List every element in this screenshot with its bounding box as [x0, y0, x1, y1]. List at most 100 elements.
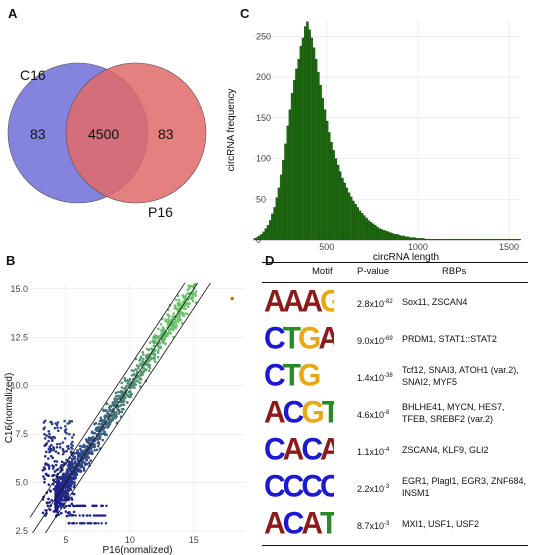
- histogram-bar: [321, 98, 324, 241]
- scatter-point: [44, 450, 48, 454]
- header-pvalue: P-value: [357, 266, 390, 277]
- histogram-bar: [391, 233, 394, 241]
- scatter-point: [120, 386, 124, 389]
- scatter-point: [75, 522, 78, 525]
- x-tick-label: 1000: [408, 242, 428, 252]
- scatter-point: [111, 403, 115, 407]
- sequence-logo: CTGAA: [264, 322, 334, 356]
- scatter-point: [139, 363, 143, 367]
- sequence-logo: CCCCACCC: [264, 470, 334, 504]
- y-tick-label: 250: [256, 31, 271, 41]
- scatter-point: [58, 442, 62, 446]
- scatter-point: [105, 504, 108, 508]
- histogram-bar: [332, 150, 335, 241]
- scatter-point: [114, 391, 118, 395]
- scatter-point: [103, 415, 107, 419]
- scatter-point: [158, 341, 162, 345]
- scatter-point: [47, 467, 51, 470]
- scatter-point: [117, 390, 120, 394]
- histogram-bar: [299, 45, 303, 241]
- scatter-point: [43, 455, 47, 458]
- histogram-bar: [393, 234, 397, 241]
- scatter-point: [128, 386, 132, 390]
- histogram-bar: [404, 236, 408, 241]
- scatter-point: [95, 429, 98, 432]
- scatter-point: [187, 284, 191, 288]
- scatter-point: [123, 379, 127, 383]
- scatter-point: [57, 496, 61, 500]
- histogram-bar: [426, 239, 429, 241]
- x-tick-label: 1500: [499, 242, 519, 252]
- scatter-point: [83, 522, 86, 525]
- scatter-point: [47, 464, 51, 468]
- motif-row: AAAGAAA 2.8x10-82 Sox11, ZSCAN4: [262, 284, 528, 322]
- histogram-bar: [509, 239, 513, 241]
- histogram-bar: [409, 237, 412, 241]
- histogram-bar: [312, 47, 316, 241]
- scatter-point: [76, 504, 79, 508]
- scatter-point: [175, 298, 178, 302]
- scatter-point: [103, 419, 107, 423]
- scatter-point: [159, 323, 163, 326]
- scatter-point: [78, 514, 81, 517]
- histogram-bar: [360, 212, 364, 241]
- scatter-point: [121, 390, 125, 394]
- scatter-point: [79, 504, 83, 508]
- histogram-bar: [459, 239, 462, 241]
- histogram-bar: [500, 239, 504, 241]
- histogram-bar: [444, 239, 447, 241]
- scatter-point: [116, 408, 119, 411]
- scatter-point: [101, 504, 105, 508]
- scatter-point: [123, 377, 127, 380]
- scatter-point: [81, 464, 84, 468]
- scatter-point: [186, 305, 190, 309]
- histogram-bar: [262, 231, 265, 241]
- scatter-point: [47, 474, 50, 478]
- scatter-point: [49, 490, 53, 493]
- motif-row: CCCCACCC 2.2x10-3 EGR1, Plagl1, EGR3, ZNF6…: [262, 469, 528, 507]
- histogram-bar: [435, 239, 438, 241]
- scatter-point: [88, 451, 92, 454]
- scatter-point: [68, 419, 72, 423]
- scatter-point: [137, 365, 140, 369]
- histogram-bar: [376, 226, 379, 241]
- scatter-point: [129, 393, 133, 396]
- scatter-point: [44, 472, 48, 476]
- scatter-point: [178, 304, 181, 308]
- histogram-bar: [264, 228, 268, 241]
- scatter-point: [125, 378, 129, 382]
- scatter-point: [105, 402, 109, 406]
- scatter-point: [166, 323, 170, 326]
- histogram-bar: [367, 220, 370, 241]
- histogram-bar: [268, 220, 272, 241]
- diagonal-line-lower: [44, 283, 211, 533]
- scatter-point: [82, 466, 86, 470]
- scatter-point: [86, 522, 89, 525]
- histogram-bar: [349, 196, 353, 241]
- scatter-point: [157, 327, 160, 331]
- scatter-point: [142, 367, 146, 370]
- histogram-bar: [457, 239, 460, 241]
- scatter-point: [102, 409, 105, 413]
- histogram-bar: [454, 239, 458, 241]
- scatter-point: [85, 452, 88, 456]
- scatter-point: [73, 472, 76, 475]
- scatter-point: [82, 469, 86, 472]
- scatter-point: [175, 315, 179, 319]
- venn-diagram: C16 P16 83 4500 83: [7, 62, 207, 220]
- scatter-point: [69, 446, 73, 449]
- scatter-point: [65, 495, 68, 498]
- scatter-point: [125, 384, 128, 388]
- scatter-point: [45, 434, 48, 437]
- sequence-logo: CTG: [264, 359, 321, 393]
- scatter-point: [83, 463, 87, 467]
- scatter-point: [87, 438, 90, 442]
- motif-row: CTG 1.4x10-38 Tcf12, SNAI3, ATOH1 (var.2),…: [262, 358, 528, 396]
- scatter-point: [174, 321, 178, 324]
- histogram-bar: [255, 237, 259, 241]
- scatter-point: [125, 400, 129, 404]
- scatter-point: [76, 449, 79, 452]
- scatter-point: [56, 442, 59, 446]
- histogram-bar: [465, 239, 469, 241]
- scatter-point: [44, 508, 47, 512]
